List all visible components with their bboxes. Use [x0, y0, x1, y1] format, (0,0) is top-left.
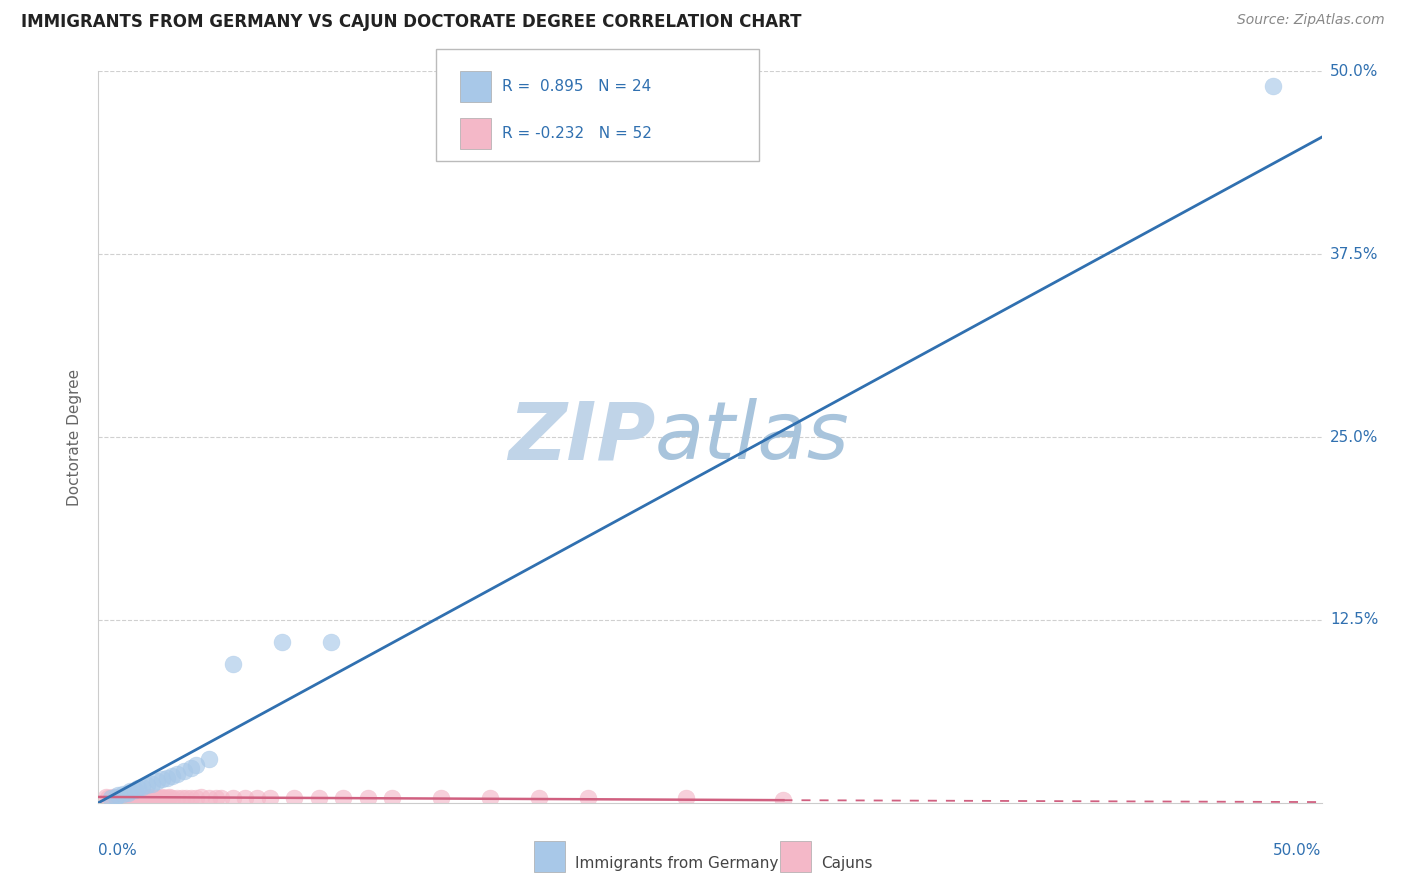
Point — [131, 780, 153, 794]
Text: 12.5%: 12.5% — [1330, 613, 1378, 627]
Point — [478, 791, 501, 805]
Point — [146, 773, 169, 788]
Point — [121, 791, 143, 805]
Point — [120, 791, 142, 805]
Text: 0.0%: 0.0% — [98, 843, 138, 858]
Point — [100, 791, 122, 805]
Point — [114, 789, 136, 804]
Point — [356, 791, 378, 805]
Point — [111, 791, 134, 805]
Point — [246, 791, 269, 805]
Point — [146, 791, 169, 805]
Point — [104, 789, 127, 804]
Point — [381, 791, 404, 805]
Point — [166, 791, 188, 805]
Point — [176, 791, 198, 805]
Point — [139, 789, 162, 804]
Point — [160, 769, 183, 783]
Point — [153, 791, 176, 805]
Point — [110, 791, 132, 805]
Point — [127, 781, 149, 796]
Text: ZIP: ZIP — [508, 398, 655, 476]
Point — [143, 791, 166, 805]
Point — [124, 791, 146, 805]
Text: 25.0%: 25.0% — [1330, 430, 1378, 444]
Point — [1261, 78, 1284, 93]
Point — [150, 772, 173, 787]
Point — [270, 635, 294, 649]
Point — [117, 791, 139, 805]
Point — [283, 791, 305, 805]
Point — [157, 789, 180, 804]
Y-axis label: Doctorate Degree: Doctorate Degree — [67, 368, 83, 506]
Point — [319, 635, 342, 649]
Point — [180, 761, 202, 775]
Point — [94, 789, 117, 804]
Point — [136, 778, 159, 792]
Text: 37.5%: 37.5% — [1330, 247, 1378, 261]
Point — [166, 766, 188, 780]
Point — [205, 791, 228, 805]
Point — [675, 791, 697, 805]
Point — [222, 791, 245, 805]
Point — [97, 791, 120, 805]
Text: 50.0%: 50.0% — [1330, 64, 1378, 78]
Point — [259, 791, 281, 805]
Point — [180, 791, 202, 805]
Text: R = -0.232   N = 52: R = -0.232 N = 52 — [502, 126, 652, 141]
Point — [527, 791, 550, 805]
Point — [173, 764, 195, 778]
Text: IMMIGRANTS FROM GERMANY VS CAJUN DOCTORATE DEGREE CORRELATION CHART: IMMIGRANTS FROM GERMANY VS CAJUN DOCTORA… — [21, 13, 801, 31]
Point — [197, 752, 219, 766]
Point — [308, 791, 330, 805]
Point — [156, 791, 179, 805]
Point — [576, 791, 599, 805]
Point — [150, 789, 173, 804]
Point — [430, 791, 453, 805]
Point — [197, 791, 219, 805]
Point — [186, 791, 208, 805]
Text: Cajuns: Cajuns — [821, 856, 873, 871]
Point — [120, 784, 142, 798]
Point — [136, 791, 159, 805]
Point — [107, 791, 129, 805]
Text: 50.0%: 50.0% — [1274, 843, 1322, 858]
Point — [104, 791, 127, 805]
Point — [772, 793, 794, 807]
Point — [124, 782, 146, 797]
Text: R =  0.895   N = 24: R = 0.895 N = 24 — [502, 78, 651, 94]
Point — [186, 757, 208, 772]
Point — [190, 789, 212, 804]
Point — [141, 791, 163, 805]
Point — [141, 777, 163, 791]
Point — [129, 791, 152, 805]
Point — [209, 791, 232, 805]
Text: Source: ZipAtlas.com: Source: ZipAtlas.com — [1237, 13, 1385, 28]
Point — [111, 787, 134, 801]
Text: Immigrants from Germany: Immigrants from Germany — [575, 856, 779, 871]
Point — [149, 791, 172, 805]
Point — [134, 791, 156, 805]
Text: atlas: atlas — [655, 398, 849, 476]
Point — [107, 789, 129, 803]
Point — [101, 789, 124, 804]
Point — [222, 657, 245, 671]
Point — [170, 791, 193, 805]
Point — [117, 786, 139, 800]
Point — [131, 791, 153, 805]
Point — [156, 771, 179, 785]
Point — [100, 791, 122, 805]
Point — [160, 791, 183, 805]
Point — [127, 789, 149, 804]
Point — [233, 791, 256, 805]
Point — [332, 791, 354, 805]
